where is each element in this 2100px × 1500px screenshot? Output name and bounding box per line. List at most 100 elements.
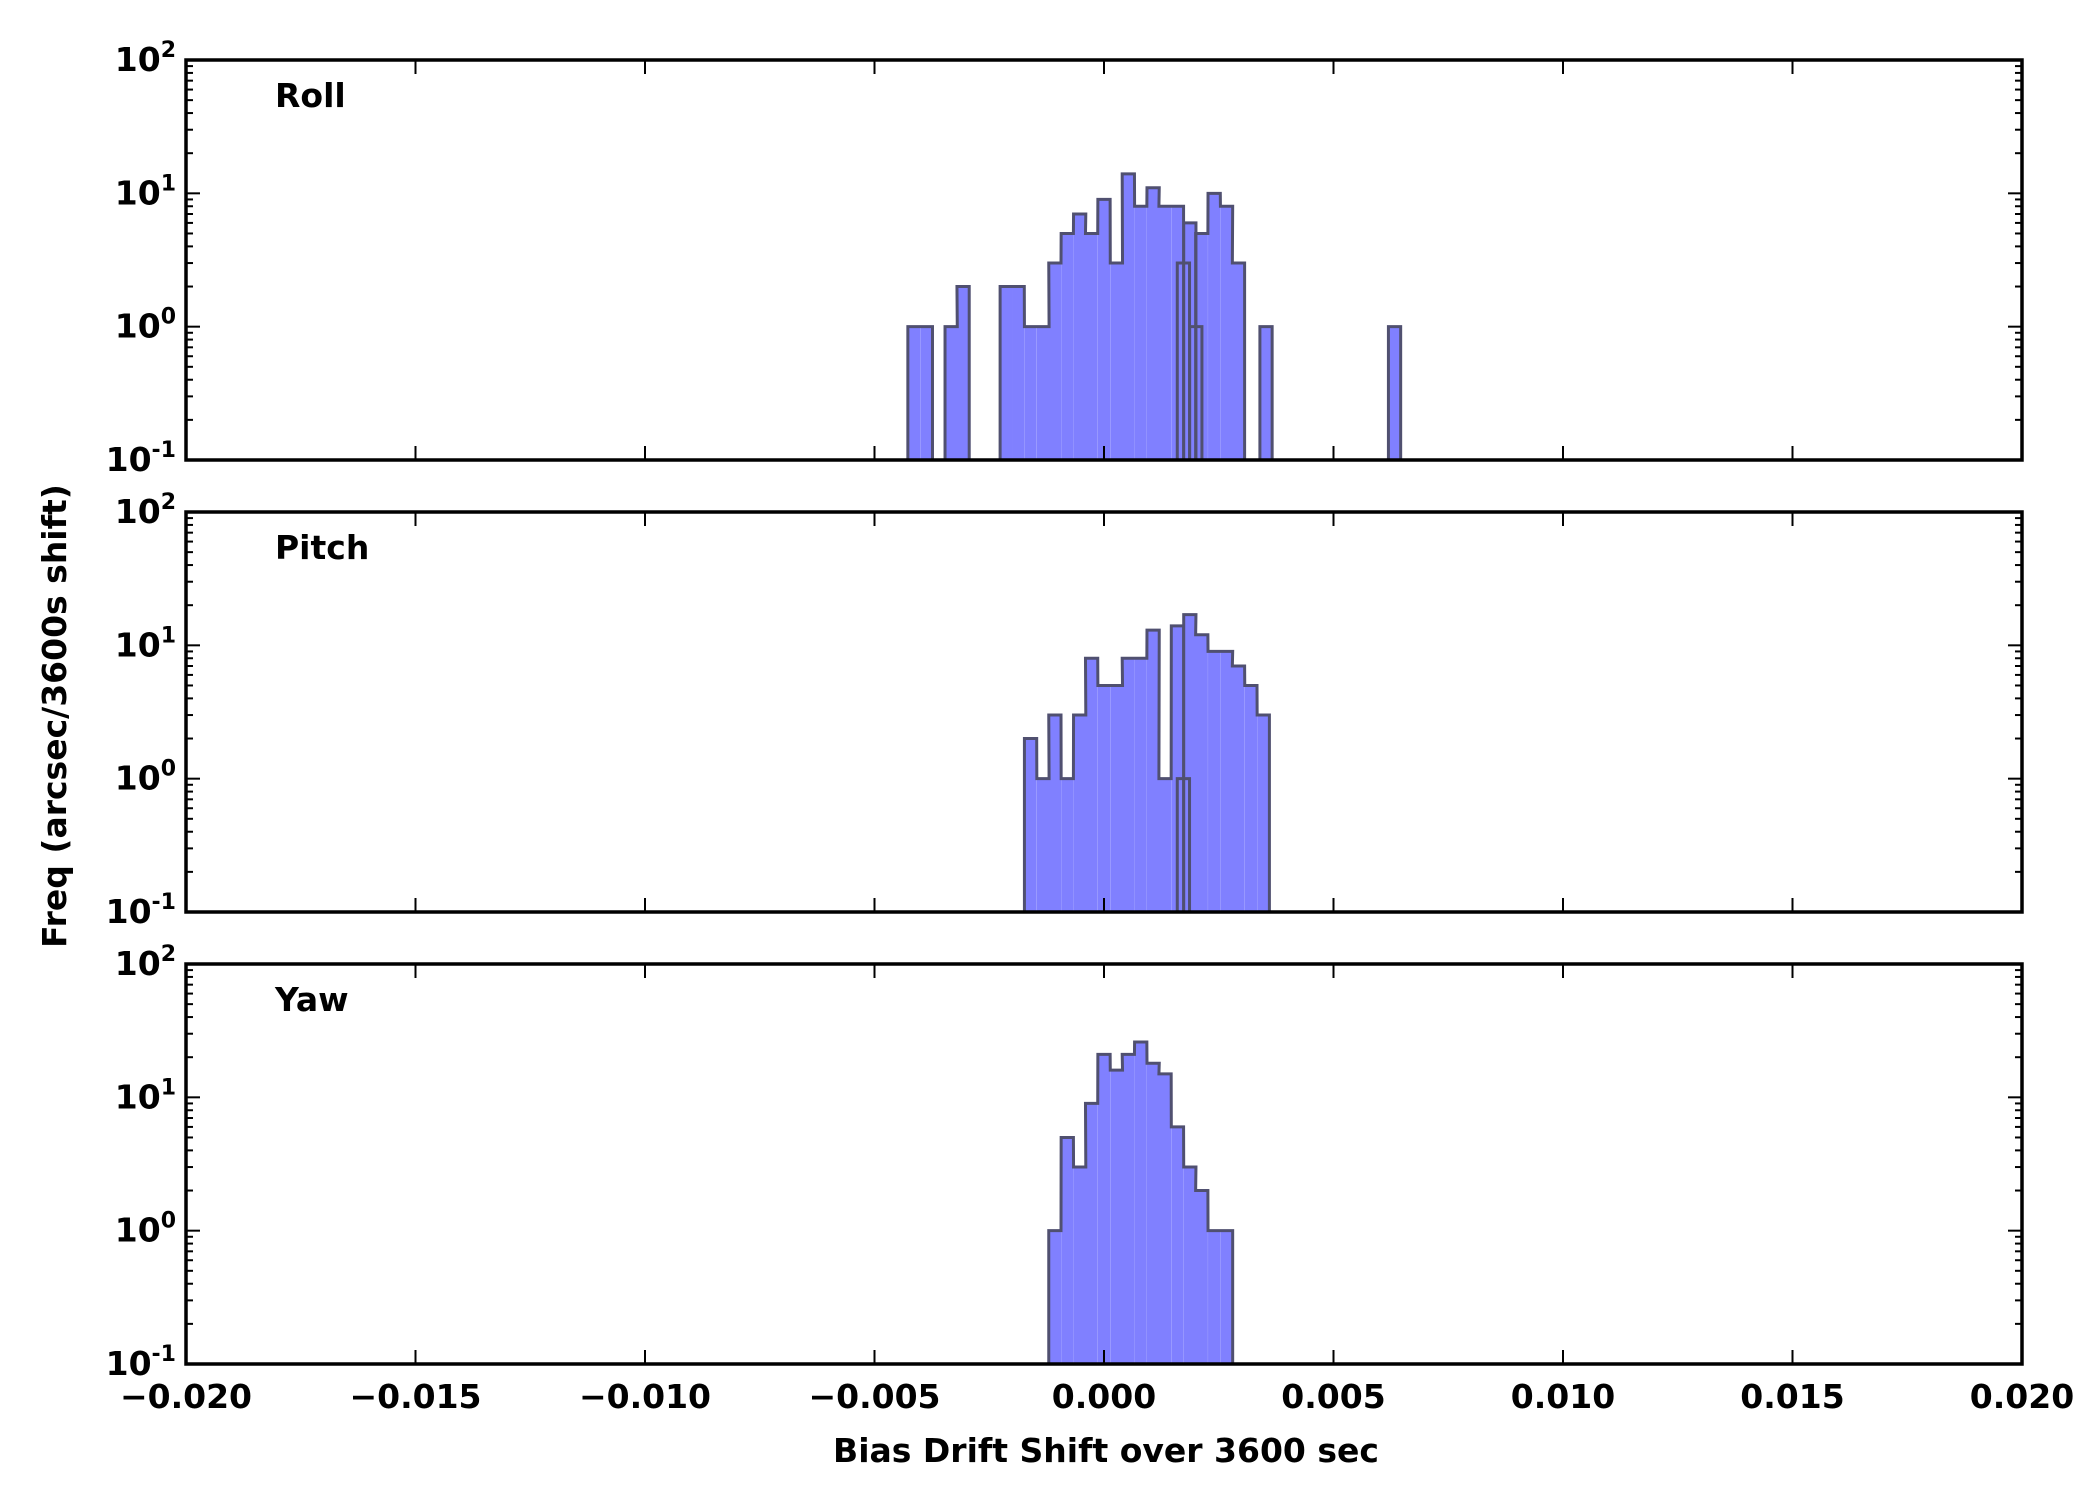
roll-bar [1134,206,1147,460]
yaw-bar [1158,1073,1172,1364]
pitch-outline [1022,613,1271,912]
roll-bar [1259,326,1273,460]
pitch-bar [1073,715,1086,912]
pitch-bar [1097,685,1111,912]
roll-bar [956,286,970,460]
y-tick-label: 10-1 [106,1342,176,1383]
pitch-bar [1232,665,1245,912]
x-tick-label: 0.015 [1740,1377,1844,1416]
x-tick-label: −0.020 [120,1377,252,1416]
roll-bar [1000,286,1013,460]
x-tick-label: 0.020 [1970,1377,2074,1416]
panel-pitch: 10-1 100 101 102 Pitch [106,490,2024,931]
y-tick-label: 101 [115,171,176,212]
yaw-bar [1220,1230,1233,1364]
roll-bar [945,326,958,460]
yaw-outline [1047,1040,1235,1364]
roll-bar [1146,187,1160,460]
y-tick-label: 102 [115,942,176,983]
yaw-bar [1061,1137,1074,1364]
roll-bar [1024,326,1037,460]
pitch-bar [1244,685,1258,912]
roll-bar [1048,263,1062,460]
pitch-bar [1024,738,1037,912]
y-tick-label: 10-1 [106,438,176,479]
pitch-bar [1036,778,1050,912]
pitch-ticks [185,511,2023,913]
roll-bar [1232,263,1245,460]
x-axis-title: Bias Drift Shift over 3600 sec [833,1431,1379,1470]
y-tick-label: 101 [115,623,176,664]
yaw-bar [1085,1103,1098,1364]
roll-bar [1122,173,1135,460]
panel-label-yaw: Yaw [274,980,349,1019]
roll-bar [1097,199,1111,460]
yaw-bar [1183,1167,1196,1364]
yaw-bar [1048,1230,1062,1364]
panel-roll: 10-1 100 101 102 Roll [106,38,2024,479]
x-tick-label: −0.015 [349,1377,481,1416]
yaw-y-tick-labels: 10-1 100 101 102 [106,942,176,1383]
yaw-bar [1134,1042,1147,1364]
pitch-bar [1134,658,1147,912]
y-axis-title: Freq (arcsec/3600s shift) [35,484,74,948]
pitch-bar [1048,715,1062,912]
roll-bar [1220,206,1233,460]
x-tick-label: 0.010 [1511,1377,1615,1416]
panel-label-pitch: Pitch [275,528,369,567]
yaw-bar [1122,1054,1135,1364]
roll-y-tick-labels: 10-1 100 101 102 [106,38,176,479]
pitch-bar [1257,715,1270,912]
pitch-bar [1195,634,1208,912]
roll-bar [920,326,933,460]
yaw-bar [1073,1167,1086,1364]
roll-bar [907,326,921,460]
pitch-bar [1158,778,1172,912]
roll-bars [907,173,1401,460]
pitch-bar [1146,630,1160,912]
pitch-bar [1122,658,1135,912]
pitch-bar [1110,685,1123,912]
roll-bar [1061,233,1074,460]
roll-bar [1158,206,1172,460]
yaw-bar [1171,1126,1184,1364]
roll-bar [1085,233,1098,460]
roll-bar [1012,286,1025,460]
roll-bar [1036,326,1050,460]
y-tick-label: 100 [115,1209,176,1250]
yaw-ticks [185,963,2023,1365]
y-tick-label: 102 [115,490,176,531]
x-tick-label: 0.000 [1052,1377,1156,1416]
roll-bar [1388,326,1401,460]
x-tick-label: −0.010 [579,1377,711,1416]
panel-label-roll: Roll [275,76,346,115]
pitch-bar [1208,651,1221,912]
yaw-bar [1146,1063,1160,1364]
y-tick-label: 101 [115,1075,176,1116]
roll-outline [906,172,1403,460]
x-axis-tick-labels: −0.020 −0.015 −0.010 −0.005 0.000 0.005 0.010 0… [120,1377,2074,1416]
yaw-bar [1208,1230,1221,1364]
y-tick-label: 102 [115,38,176,79]
yaw-bars [1048,1042,1233,1364]
pitch-bar [1085,658,1098,912]
roll-bar [1208,193,1221,460]
panel-yaw: 10-1 100 101 102 Yaw [106,942,2024,1383]
roll-bar [1110,263,1123,460]
pitch-bar [1183,614,1196,912]
y-tick-label: 100 [115,757,176,798]
pitch-y-tick-labels: 10-1 100 101 102 [106,490,176,931]
y-tick-label: 10-1 [106,890,176,931]
yaw-bar [1195,1190,1208,1364]
yaw-bar [1110,1070,1123,1364]
roll-bar [1073,213,1086,460]
y-tick-label: 100 [115,305,176,346]
x-tick-label: 0.005 [1281,1377,1385,1416]
panels: 10-1100101102Roll10-1100101102Pitch10-11… [106,38,2024,1383]
pitch-bar [1061,778,1074,912]
pitch-bars [1024,614,1270,912]
x-tick-label: −0.005 [808,1377,940,1416]
roll-ticks [185,59,2023,461]
yaw-bar [1097,1054,1111,1364]
